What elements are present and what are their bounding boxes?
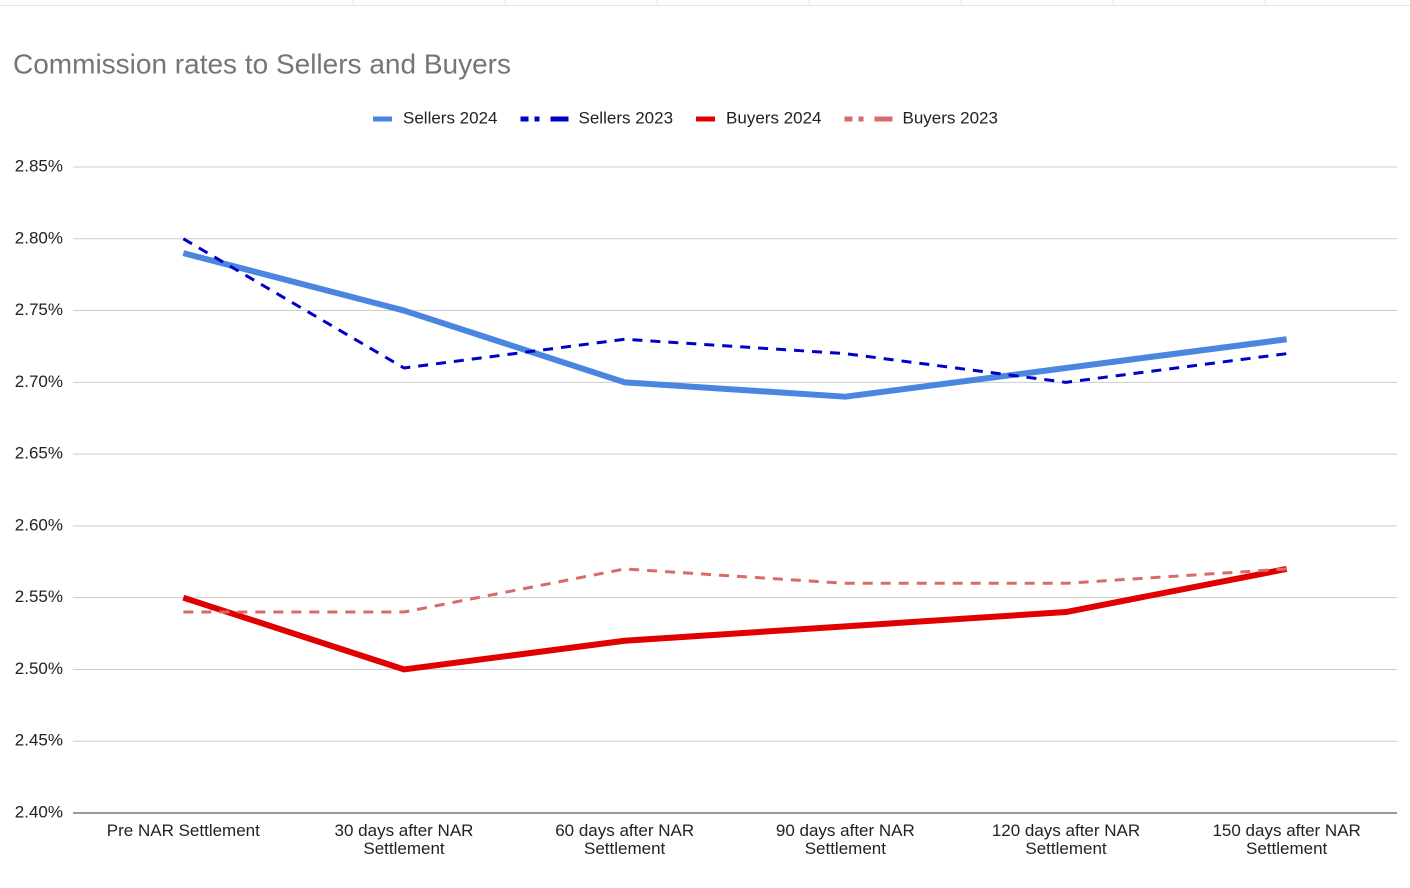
x-tick-label: Pre NAR Settlement (106, 821, 260, 840)
legend-label: Buyers 2024 (726, 108, 821, 127)
y-tick-label: 2.70% (15, 372, 63, 391)
x-tick-label: 90 days after NAR Settlement (775, 821, 915, 858)
y-tick-label: 2.50% (15, 659, 63, 678)
y-tick-label: 2.45% (15, 731, 63, 750)
series-line (182, 237, 1287, 384)
y-tick-label: 2.65% (15, 444, 63, 463)
series-line (182, 566, 1288, 673)
legend-label: Sellers 2023 (579, 108, 674, 127)
y-tick-label: 2.85% (15, 156, 63, 175)
y-tick-label: 2.80% (15, 228, 63, 247)
y-tick-label: 2.75% (15, 300, 63, 319)
legend-label: Sellers 2024 (403, 108, 498, 127)
y-tick-label: 2.60% (15, 515, 63, 534)
x-tick-label: 150 days after NAR Settlement (1212, 821, 1361, 858)
x-tick-label: 120 days after NAR Settlement (991, 821, 1141, 858)
series-line (183, 567, 1287, 614)
y-tick-label: 2.40% (15, 802, 63, 821)
y-tick-label: 2.55% (15, 587, 63, 606)
top-strip-dividers (352, 0, 1266, 5)
x-tick-label: 60 days after NAR Settlement (555, 821, 695, 858)
chart-title: Commission rates to Sellers and Buyers (13, 48, 511, 79)
legend-label: Buyers 2023 (902, 108, 997, 127)
x-tick-label: 30 days after NAR Settlement (334, 821, 474, 858)
series-line (182, 250, 1288, 400)
